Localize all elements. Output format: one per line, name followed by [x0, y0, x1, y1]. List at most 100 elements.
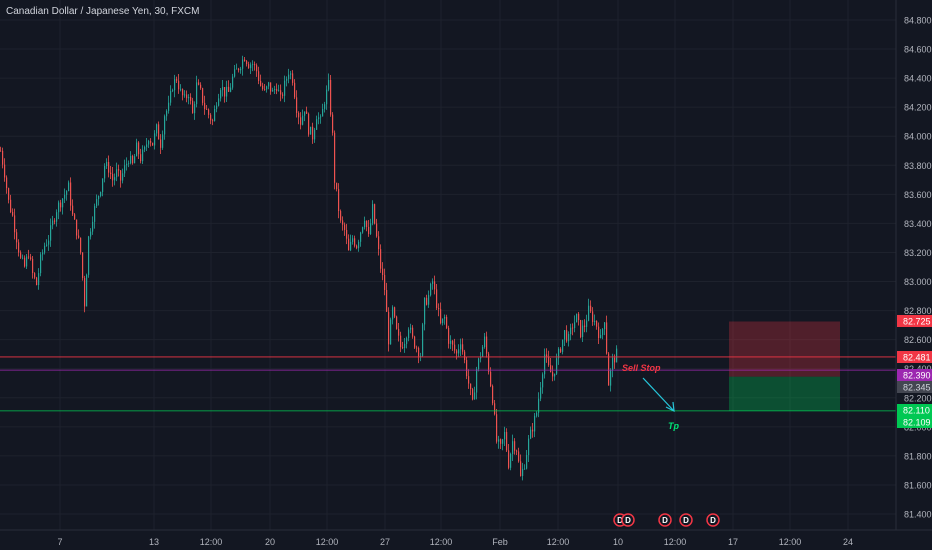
overlays: Sell Stop Tp: [0, 321, 896, 431]
candle: [268, 81, 270, 90]
candle: [524, 464, 526, 470]
price-level-label: 82.345: [903, 383, 931, 393]
price-level-badge[interactable]: 82.110: [897, 404, 932, 416]
candle: [590, 300, 592, 313]
candle: [238, 67, 240, 73]
chart-title: Canadian Dollar / Japanese Yen, 30, FXCM: [6, 6, 199, 17]
candle: [492, 384, 494, 406]
candle: [466, 356, 468, 380]
candle: [522, 462, 524, 481]
price-level-badge[interactable]: 82.345: [897, 381, 932, 393]
candle: [404, 337, 406, 353]
candle: [226, 80, 228, 102]
candle: [616, 345, 618, 363]
arrow-line[interactable]: [642, 377, 675, 412]
candle: [246, 60, 248, 67]
candle: [94, 203, 96, 229]
candle: [136, 138, 138, 157]
candle: [190, 93, 192, 105]
candle: [434, 275, 436, 295]
time-tick-label: 10: [613, 537, 623, 547]
take-profit-zone[interactable]: [729, 376, 840, 411]
candle: [610, 368, 612, 392]
candle: [368, 219, 370, 237]
candle: [310, 126, 312, 135]
candle: [588, 298, 590, 322]
candle: [536, 411, 538, 418]
candle: [258, 66, 260, 85]
candle: [390, 317, 392, 345]
candle: [184, 90, 186, 98]
sell-stop-annotation[interactable]: Sell Stop: [622, 363, 661, 373]
candle: [58, 200, 60, 220]
candle: [584, 319, 586, 333]
price-level-badge[interactable]: 82.109: [897, 416, 932, 428]
candle: [576, 313, 578, 323]
candle: [210, 113, 212, 125]
candle: [356, 244, 358, 250]
candle: [382, 262, 384, 281]
price-tick-label: 82.200: [904, 393, 932, 403]
plot-area[interactable]: [0, 55, 618, 481]
candle: [330, 75, 332, 117]
candle: [118, 164, 120, 177]
candle: [248, 61, 250, 69]
dividend-event-icon[interactable]: D: [679, 513, 693, 527]
price-tick-label: 82.800: [904, 306, 932, 316]
candle: [348, 234, 350, 251]
candle: [264, 84, 266, 91]
candle: [188, 94, 190, 105]
price-level-badge[interactable]: 82.390: [897, 369, 932, 381]
time-tick-label: 12:00: [779, 537, 802, 547]
candle: [414, 335, 416, 349]
candle: [180, 84, 182, 92]
candle: [484, 332, 486, 349]
candle: [518, 447, 520, 463]
candle: [20, 250, 22, 259]
candle: [598, 322, 600, 344]
candle: [60, 199, 62, 212]
candle: [148, 139, 150, 148]
candle: [196, 75, 198, 108]
price-level-badge[interactable]: 82.725: [897, 315, 932, 327]
dividend-event-icon[interactable]: D: [621, 513, 635, 527]
candle: [504, 426, 506, 446]
candle: [146, 137, 148, 152]
candle: [526, 450, 528, 470]
candle: [158, 121, 160, 140]
candle: [140, 148, 142, 164]
dividend-event-icon[interactable]: D: [658, 513, 672, 527]
price-axis[interactable]: 84.800 84.600 84.400 84.200 84.000 83.800 83.6…: [897, 16, 932, 520]
candle: [240, 66, 242, 74]
candle: [116, 162, 118, 182]
candle: [606, 315, 608, 355]
candle: [378, 231, 380, 256]
candle: [344, 222, 346, 236]
price-tick-label: 84.600: [904, 45, 932, 55]
candle: [592, 307, 594, 326]
stop-loss-zone[interactable]: [729, 321, 840, 377]
candle: [388, 307, 390, 352]
candle: [260, 74, 262, 87]
candle: [436, 284, 438, 310]
candle: [252, 60, 254, 72]
candle: [112, 166, 114, 187]
candle: [510, 452, 512, 471]
candle: [36, 276, 38, 286]
candle: [346, 223, 348, 245]
time-axis[interactable]: 7 13 12:00 20 12:00 27 12:00 Feb 12:00 10 12:00 17 1…: [57, 537, 853, 547]
candle: [40, 252, 42, 277]
candle: [374, 203, 376, 225]
candle: [120, 169, 122, 188]
candle: [48, 235, 50, 251]
candle: [176, 76, 178, 84]
candle: [548, 350, 550, 367]
tp-annotation[interactable]: Tp: [668, 421, 679, 431]
candle: [300, 112, 302, 130]
dividend-event-icon[interactable]: D: [706, 513, 720, 527]
candle: [162, 130, 164, 150]
candle: [426, 294, 428, 306]
price-level-badge[interactable]: 82.481: [897, 351, 932, 363]
